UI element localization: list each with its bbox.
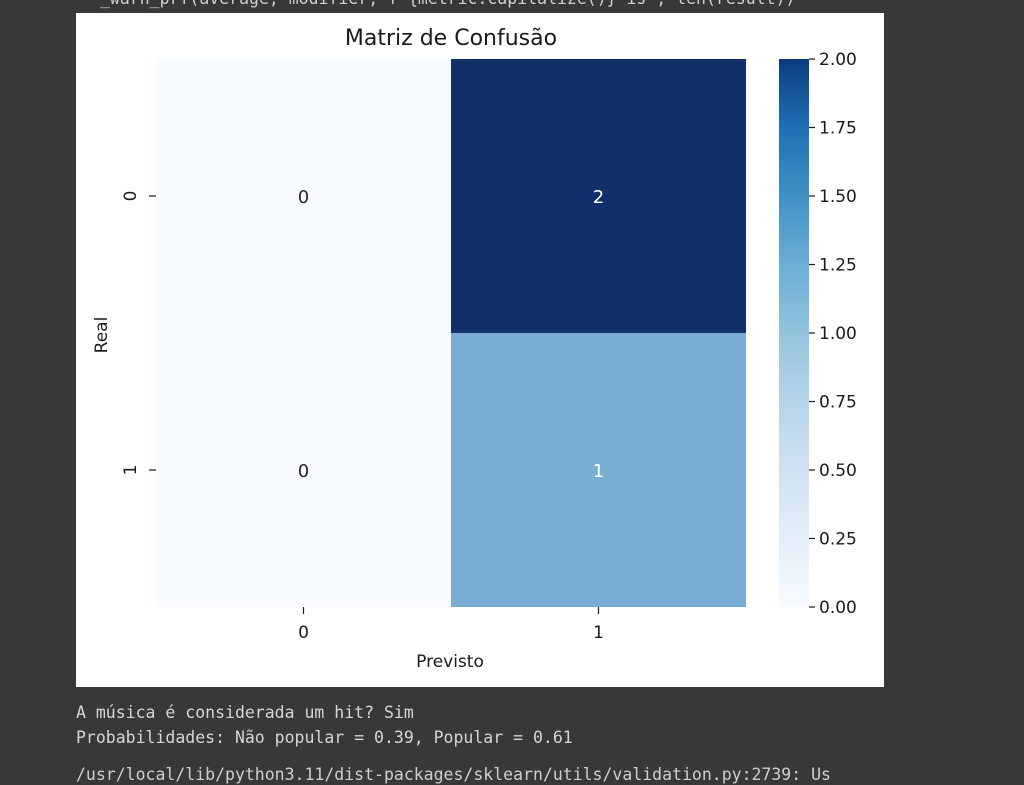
colorbar-tick-label-0.75: 0.75 [819, 393, 857, 413]
x-tick-label-0: 0 [298, 623, 309, 643]
cell-annotation-0-1: 2 [593, 187, 604, 208]
colorbar-tick-label-0.50: 0.50 [819, 461, 857, 481]
x-axis-label: Previsto [416, 652, 484, 672]
confusion-matrix-chart: Matriz de Confusão 0 2 0 1 0 1 0 1 Previsto Re… [92, 26, 857, 672]
colorbar-tick-label-1.50: 1.50 [819, 187, 857, 207]
heatmap-cell-0-1 [451, 59, 746, 333]
confusion-matrix-figure: Matriz de Confusão 0 2 0 1 0 1 0 1 Previsto Re… [76, 13, 884, 687]
colorbar-tick-label-2.00: 2.00 [819, 50, 857, 70]
console-output-partial-bottom: /usr/local/lib/python3.11/dist-packages/… [76, 765, 831, 784]
x-tick-label-1: 1 [593, 623, 604, 643]
chart-title: Matriz de Confusão [345, 26, 557, 51]
console-output-hit-result: A música é considerada um hit? Sim [76, 703, 414, 722]
console-output-partial-top: _warn_prf(average, modifier, f"{metric.c… [100, 0, 795, 9]
heatmap-cell-0-0 [156, 59, 451, 333]
heatmap-cells: 0 2 0 1 [156, 59, 746, 607]
cell-annotation-1-1: 1 [593, 461, 604, 482]
y-tick-label-1: 1 [121, 465, 141, 476]
console-output-probabilities: Probabilidades: Não popular = 0.39, Popu… [76, 728, 573, 747]
axis-ticks: 0 1 0 1 [121, 191, 604, 643]
colorbar-tick-label-1.75: 1.75 [819, 119, 857, 139]
colorbar: 0.00 0.25 0.50 0.75 1.00 1.25 1.50 1.75 2.00 [779, 50, 857, 618]
colorbar-tick-label-0.25: 0.25 [819, 530, 857, 550]
heatmap-cell-1-0 [156, 333, 451, 607]
y-tick-label-0: 0 [121, 191, 141, 202]
colorbar-gradient [779, 59, 809, 607]
cell-annotation-0-0: 0 [298, 187, 309, 208]
colorbar-tick-label-1.25: 1.25 [819, 256, 857, 276]
heatmap-cell-1-1 [451, 333, 746, 607]
y-axis-label: Real [92, 317, 112, 354]
cell-annotation-1-0: 0 [298, 461, 309, 482]
colorbar-tick-label-0.00: 0.00 [819, 598, 857, 618]
colorbar-tick-label-1.00: 1.00 [819, 324, 857, 344]
